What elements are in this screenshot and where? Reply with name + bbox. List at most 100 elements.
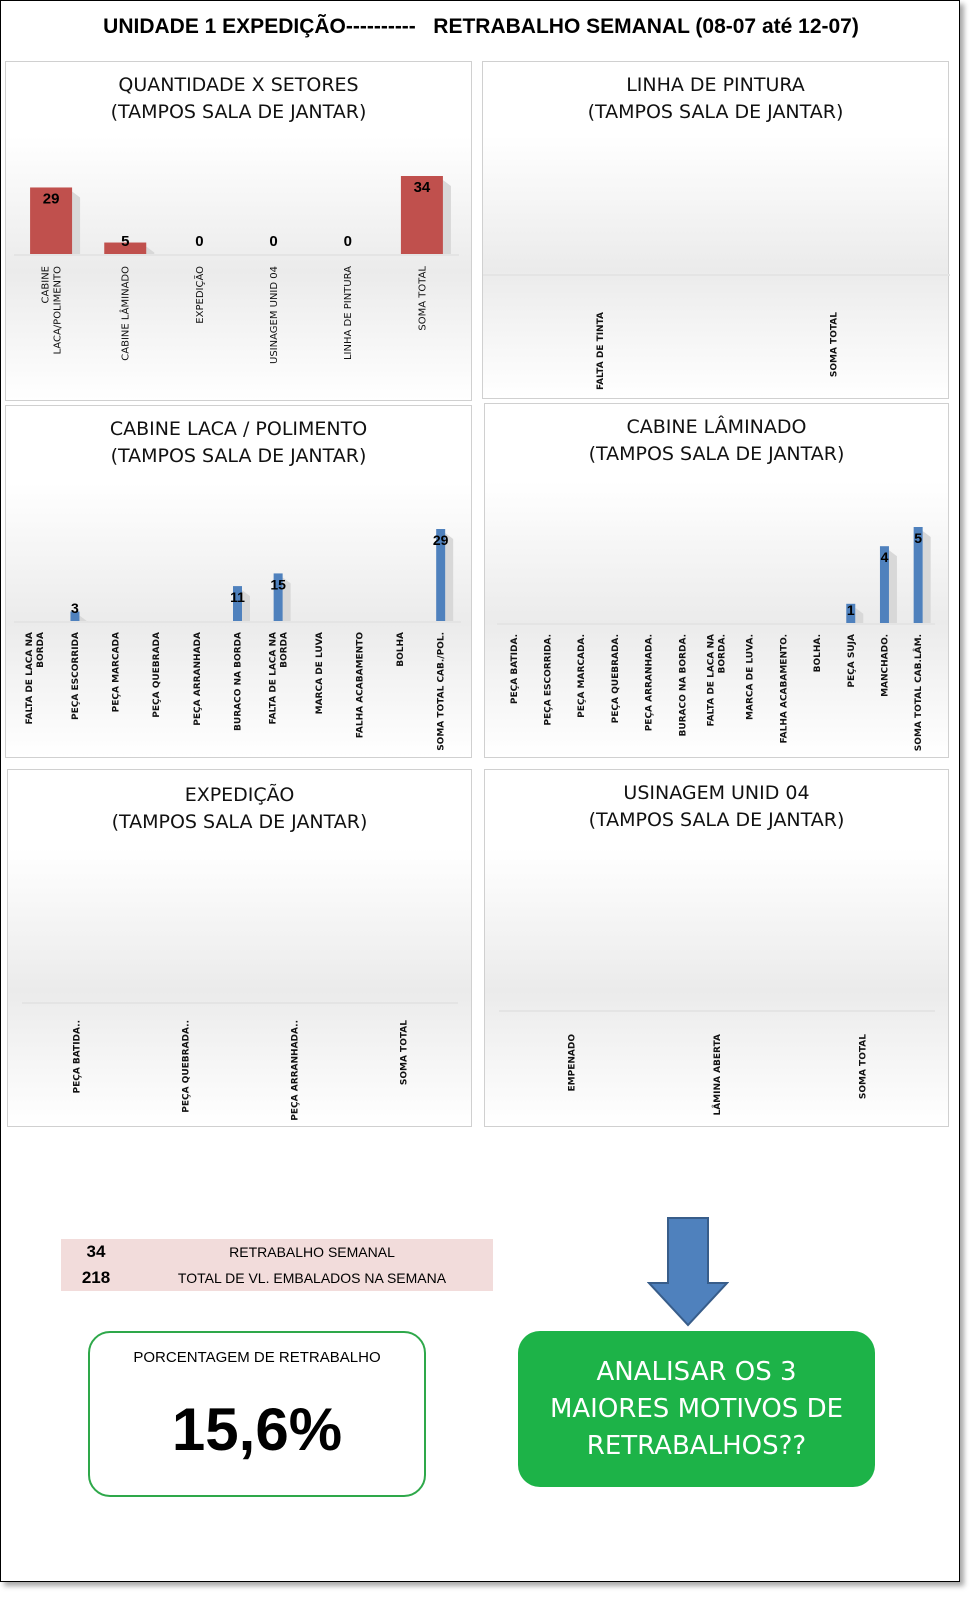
- chart-title-laca: CABINE LACA / POLIMENTO (TAMPOS SALA DE …: [6, 416, 471, 470]
- category-label: BOLHA.: [813, 634, 823, 672]
- chart-panel-usinagem: USINAGEM UNID 04 (TAMPOS SALA DE JANTAR)…: [484, 769, 949, 1127]
- category-label-line: CABINE LÂMINADO: [119, 266, 132, 361]
- category-label-line: FALTA DE LACA NA: [707, 634, 717, 727]
- category-label: SOMA TOTAL: [829, 312, 839, 377]
- category-label: SOMA TOTAL CAB.LÂM.: [912, 634, 924, 751]
- chart-subtitle-line: (TAMPOS SALA DE JANTAR): [587, 101, 844, 123]
- category-label-line: PEÇA BATIDA..: [73, 1020, 83, 1094]
- data-label: 5: [121, 233, 129, 250]
- data-label: 0: [344, 233, 352, 250]
- bar: [104, 242, 147, 254]
- bar: [233, 586, 242, 621]
- category-label-line: BORDA: [36, 632, 46, 668]
- chart-panel-laca: CABINE LACA / POLIMENTO (TAMPOS SALA DE …: [5, 405, 472, 758]
- category-label-line: PEÇA SUJA: [847, 634, 857, 688]
- bar: [879, 546, 889, 623]
- category-label-line: LÂMINA ABERTA: [711, 1034, 723, 1116]
- category-label-line: BURACO NA BORDA.: [678, 634, 688, 737]
- category-label: PEÇA MARCADA: [112, 632, 122, 712]
- bar: [436, 529, 446, 621]
- data-label: 3: [71, 600, 79, 616]
- data-label: 11: [230, 589, 245, 605]
- embalados-count: 218: [81, 1268, 111, 1287]
- category-label: PEÇA BATIDA..: [73, 1020, 83, 1094]
- category-label: PEÇA ESCORRIDA.: [544, 634, 554, 726]
- bar-shadow: [888, 550, 897, 623]
- chart-subtitle-line: (TAMPOS SALA DE JANTAR): [588, 809, 845, 831]
- category-label-line: MARCA DE LUVA.: [746, 634, 756, 720]
- category-label: FALTA DE LACA NABORDA.: [707, 634, 728, 727]
- chart-svg-expedicao: PEÇA BATIDA.. PEÇA QUEBRADA.. PEÇA ARRANHA…: [22, 1002, 458, 1121]
- bar-shadow: [242, 590, 250, 621]
- category-label-line: SOMA TOTAL: [858, 1034, 868, 1099]
- chart-title-line: CABINE LACA / POLIMENTO: [109, 418, 368, 440]
- category-label: PEÇA MARCADA.: [577, 634, 587, 718]
- bar: [913, 527, 923, 623]
- category-label: SOMA TOTAL: [417, 266, 428, 331]
- data-label: 15: [270, 576, 286, 592]
- bar-shadow: [79, 615, 88, 622]
- chart-panel-laminado: CABINE LÂMINADO (TAMPOS SALA DE JANTAR) …: [484, 403, 949, 758]
- chart-title-line: EXPEDIÇÃO: [184, 784, 295, 806]
- bar-shadow: [442, 180, 451, 254]
- category-label: PEÇA ARRANHADA: [193, 632, 203, 726]
- category-label: FALTA DE LACA NABORDA: [25, 632, 46, 725]
- category-label-line: PEÇA ESCORRIDA: [71, 632, 81, 720]
- category-label: PEÇA ARRANHADA..: [291, 1020, 301, 1121]
- bar: [70, 611, 80, 621]
- chart-title-pintura: LINHA DE PINTURA (TAMPOS SALA DE JANTAR): [483, 72, 948, 126]
- category-label: BOLHA: [396, 632, 406, 667]
- bar-shadow: [282, 577, 291, 621]
- category-label-line: USINAGEM UNID 04: [269, 266, 280, 364]
- category-label-line: LINHA DE PINTURA: [343, 266, 354, 360]
- category-label-line: PEÇA QUEBRADA.: [611, 634, 621, 723]
- category-label-line: PEÇA QUEBRADA: [152, 632, 162, 718]
- chart-svg-usinagem: EMPENADO LÂMINA ABERTA SOMA TOTAL: [499, 1010, 935, 1116]
- percentage-box: PORCENTAGEM DE RETRABALHO 15,6%: [88, 1331, 426, 1497]
- category-label: BURACO NA BORDA: [234, 632, 244, 731]
- chart-panel-pintura: LINHA DE PINTURA (TAMPOS SALA DE JANTAR)…: [482, 61, 950, 399]
- embalados-label: TOTAL DE VL. EMBALADOS NA SEMANA: [177, 1270, 447, 1286]
- chart-subtitle-line: (TAMPOS SALA DE JANTAR): [110, 101, 367, 123]
- category-label-line: BURACO NA BORDA: [234, 632, 244, 731]
- chart-title-line: CABINE LÂMINADO: [626, 416, 807, 438]
- chart-svg-pintura: FALTA DE TINTA SOMA TOTAL: [483, 274, 950, 390]
- category-label-line: LACA/POLIMENTO: [52, 266, 63, 355]
- chart-title-expedicao: EXPEDIÇÃO (TAMPOS SALA DE JANTAR): [8, 782, 471, 836]
- category-label: PEÇA SUJA: [847, 634, 857, 688]
- category-label: EXPEDIÇÃO: [193, 266, 206, 324]
- category-label: FALHA ACABAMENTO: [355, 632, 365, 739]
- data-label: 0: [269, 233, 277, 250]
- data-label: 4: [881, 549, 889, 565]
- chart-title-line: LINHA DE PINTURA: [626, 74, 805, 96]
- category-label-line: BORDA: [280, 632, 290, 668]
- category-label: PEÇA QUEBRADA: [152, 632, 162, 718]
- category-label-line: PEÇA ARRANHADA..: [291, 1020, 301, 1121]
- category-label-line: PEÇA ESCORRIDA.: [544, 634, 554, 726]
- chart-title-laminado: CABINE LÂMINADO (TAMPOS SALA DE JANTAR): [485, 414, 948, 468]
- category-label-line: PEÇA ARRANHADA.: [645, 634, 655, 731]
- chart-svg-setores: 29 CABINELACA/POLIMENTO 5 CABINE LÂMINADO 0 E…: [14, 176, 459, 364]
- bar: [400, 176, 443, 254]
- category-label-line: SOMA TOTAL CAB.LÂM.: [912, 634, 924, 751]
- category-label: USINAGEM UNID 04: [269, 266, 280, 364]
- category-label-line: FALTA DE LACA NA: [25, 632, 35, 725]
- category-label-line: MANCHADO.: [880, 634, 890, 697]
- category-label-line: CABINE: [40, 266, 51, 303]
- category-label: PEÇA ESCORRIDA: [71, 632, 81, 720]
- category-label-line: SOMA TOTAL: [829, 312, 839, 377]
- chart-subtitle-line: (TAMPOS SALA DE JANTAR): [111, 811, 368, 833]
- category-label-line: EXPEDIÇÃO: [193, 266, 206, 324]
- category-label: MARCA DE LUVA: [315, 632, 325, 714]
- retrabalho-count: 34: [86, 1242, 106, 1261]
- chart-title-setores: QUANTIDADE X SETORES (TAMPOS SALA DE JAN…: [6, 72, 471, 126]
- arrow-down-icon: [647, 1217, 729, 1327]
- category-label-line: EMPENADO: [568, 1034, 578, 1092]
- action-box: ANALISAR OS 3 MAIORES MOTIVOS DE RETRABA…: [518, 1331, 875, 1487]
- category-label: PEÇA BATIDA.: [510, 634, 520, 704]
- category-label: FALHA ACABAMENTO.: [779, 634, 789, 743]
- category-label: BURACO NA BORDA.: [678, 634, 688, 737]
- category-label: CABINELACA/POLIMENTO: [40, 266, 63, 355]
- category-label-line: BORDA.: [718, 634, 728, 673]
- category-label-line: MARCA DE LUVA: [315, 632, 325, 714]
